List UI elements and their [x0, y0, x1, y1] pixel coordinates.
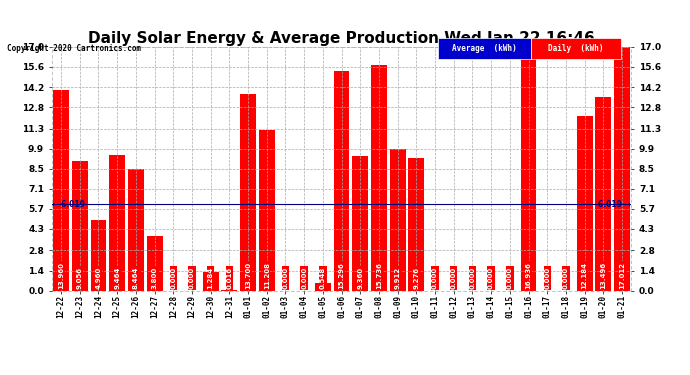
Bar — [128, 169, 144, 291]
Text: ← 6.019: ← 6.019 — [52, 200, 85, 209]
Bar — [520, 48, 536, 291]
Text: 9.276: 9.276 — [413, 267, 420, 289]
Text: 0.000: 0.000 — [507, 267, 513, 289]
Text: 13.700: 13.700 — [245, 262, 251, 289]
Text: 15.736: 15.736 — [376, 262, 382, 289]
Bar — [53, 90, 69, 291]
Bar — [595, 97, 611, 291]
Text: 0.000: 0.000 — [432, 267, 438, 289]
Text: 1.284: 1.284 — [208, 267, 214, 289]
Bar — [353, 156, 368, 291]
Text: Copyright 2020 Cartronics.com: Copyright 2020 Cartronics.com — [7, 44, 141, 52]
Bar — [371, 65, 387, 291]
Text: 6.019 →: 6.019 → — [598, 200, 631, 209]
Text: 0.000: 0.000 — [469, 267, 475, 289]
Text: 12.184: 12.184 — [582, 262, 588, 289]
Text: 0.000: 0.000 — [544, 267, 550, 289]
Bar — [333, 71, 350, 291]
Bar — [259, 130, 275, 291]
Text: 17.012: 17.012 — [619, 262, 625, 289]
Bar — [90, 219, 106, 291]
Text: 15.296: 15.296 — [339, 262, 344, 289]
Text: 8.464: 8.464 — [133, 267, 139, 289]
Text: 0.000: 0.000 — [451, 267, 457, 289]
Bar — [203, 272, 219, 291]
Text: 9.464: 9.464 — [114, 267, 120, 289]
Bar — [72, 161, 88, 291]
Bar — [390, 148, 406, 291]
Text: 0.016: 0.016 — [226, 267, 233, 289]
Text: Average  (kWh): Average (kWh) — [453, 44, 517, 53]
Bar — [408, 158, 424, 291]
Text: 0.000: 0.000 — [170, 267, 176, 289]
Bar — [147, 236, 163, 291]
Bar — [614, 47, 630, 291]
Text: 0.000: 0.000 — [488, 267, 494, 289]
Text: 9.360: 9.360 — [357, 267, 363, 289]
Text: 13.960: 13.960 — [58, 262, 64, 289]
Bar — [109, 155, 125, 291]
Text: 9.912: 9.912 — [395, 267, 401, 289]
Text: 0.000: 0.000 — [282, 267, 288, 289]
Bar — [315, 283, 331, 291]
Text: 0.000: 0.000 — [301, 267, 307, 289]
Text: 0.000: 0.000 — [563, 267, 569, 289]
Bar — [577, 116, 593, 291]
Text: 9.056: 9.056 — [77, 267, 83, 289]
Title: Daily Solar Energy & Average Production Wed Jan 22 16:46: Daily Solar Energy & Average Production … — [88, 31, 595, 46]
Text: 0.548: 0.548 — [320, 267, 326, 289]
Text: Daily  (kWh): Daily (kWh) — [549, 44, 604, 53]
Bar — [240, 94, 256, 291]
Text: 0.000: 0.000 — [189, 267, 195, 289]
Text: 16.936: 16.936 — [526, 262, 531, 289]
Text: 4.960: 4.960 — [95, 267, 101, 289]
Text: 13.496: 13.496 — [600, 262, 607, 289]
Text: 3.800: 3.800 — [152, 267, 157, 289]
Text: 11.208: 11.208 — [264, 262, 270, 289]
